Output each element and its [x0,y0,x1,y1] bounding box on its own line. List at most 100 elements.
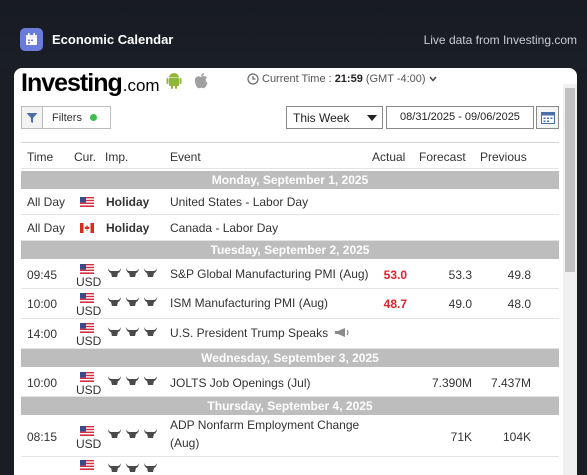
importance-bulls [107,267,158,278]
actual-value: 53.0 [383,268,407,282]
previous-value: 49.8 [507,268,531,282]
calendar-icon [20,28,43,51]
forecast-value: 7.390M [431,376,472,390]
bull-icon [144,268,157,277]
dropdown-arrow-icon [367,115,377,121]
event-name[interactable]: Canada - Labor Day [170,221,279,235]
bull-icon [108,327,121,336]
currency-code: USD [76,437,102,451]
event-time: All Day [27,195,66,209]
col-time[interactable]: Time [27,150,54,164]
actual-value: 48.7 [383,297,407,311]
event-name[interactable]: United States - Labor Day [170,195,309,209]
forecast-value: 49.0 [448,297,472,311]
live-data-attribution[interactable]: Live data from Investing.com [423,33,577,47]
currency-code: USD [76,275,102,289]
col-forecast[interactable]: Forecast [419,150,466,164]
economic-calendar-widget: Investing .com Current Time : 21:59 (GMT … [14,68,577,475]
investing-logo[interactable]: Investing .com [21,69,160,97]
current-time-label: Current Time : [262,73,332,85]
importance-bulls [107,375,158,386]
table-header-row: Time Cur. Imp. Event Actual Forecast Pre… [21,143,559,169]
current-time-bar[interactable]: Current Time : 21:59 (GMT -4:00) [247,73,437,85]
col-currency[interactable]: Cur. [74,150,97,164]
clock-icon [247,73,259,85]
scrollbar-thumb[interactable] [565,88,575,272]
bull-icon [144,429,157,438]
bull-icon [144,463,157,472]
date-range-field[interactable]: 08/31/2025 - 09/06/2025 [386,106,534,129]
importance-bulls [107,462,158,473]
bull-icon [144,327,157,336]
event-time: 14:00 [27,327,58,341]
us-flag-icon [80,197,94,207]
filters-label: Filters [52,111,82,124]
holiday-label: Holiday [106,195,150,209]
filters-button[interactable]: Filters [21,106,111,129]
holiday-label: Holiday [106,221,150,235]
bull-icon [144,297,157,306]
event-time: All Day [27,221,66,235]
table-row[interactable]: 09:45 USD S&P Global Manufacturing PMI (… [21,259,559,289]
table-row[interactable]: 10:00 USD ISM Manufacturing PMI (Aug) 48… [21,289,559,319]
filters-active-indicator [89,114,97,121]
event-name[interactable]: U.S. President Trump Speaks [170,326,329,340]
timezone-label: (GMT -4:00) [365,73,426,85]
forecast-value: 71K [450,430,472,444]
event-name[interactable]: JOLTS Job Openings (Jul) [170,376,311,390]
bull-icon [108,429,121,438]
day-header: Thursday, September 4, 2025 [21,397,559,415]
chevron-down-icon[interactable] [428,76,437,82]
event-name[interactable]: ADP Nonfarm Employment Change [170,418,360,432]
canada-flag-icon [80,223,94,233]
importance-bulls [107,296,158,307]
events-table: Time Cur. Imp. Event Actual Forecast Pre… [21,142,559,475]
importance-bulls [107,428,158,439]
col-event[interactable]: Event [170,150,201,164]
event-time: 08:15 [27,430,58,444]
table-row[interactable]: All Day Holiday Canada - Labor Day [21,215,559,241]
speech-megaphone-icon [335,328,349,337]
bull-icon [144,376,157,385]
calendar-icon [540,111,555,124]
table-row[interactable]: All Day Holiday United States - Labor Da… [21,189,559,215]
event-name[interactable]: ISM Manufacturing PMI (Aug) [170,296,329,310]
period-select[interactable]: This Week [286,106,383,129]
previous-value: 7.437M [490,376,531,390]
forecast-value: 53.3 [448,268,472,282]
vertical-scrollbar[interactable] [563,84,577,475]
col-previous[interactable]: Previous [480,150,527,164]
currency-code: USD [76,383,102,397]
currency-code: USD [76,334,102,348]
android-icon[interactable] [166,72,182,90]
bull-icon [126,268,139,277]
us-flag-icon [80,323,94,333]
day-header: Monday, September 1, 2025 [21,171,559,189]
bull-icon [126,327,139,336]
table-row[interactable]: 14:00 USD U.S. President Trump Speaks [21,319,559,349]
bull-icon [126,297,139,306]
importance-bulls [107,326,158,337]
apple-icon[interactable] [193,72,209,90]
event-name-continued[interactable]: (Aug) [170,436,200,450]
us-flag-icon [80,460,94,470]
day-header: Wednesday, September 3, 2025 [21,349,559,367]
table-row[interactable]: 10:00 USD JOLTS Job Openings (Jul) 7.390… [21,367,559,397]
us-flag-icon [80,264,94,274]
event-time: 09:45 [27,268,58,282]
col-actual[interactable]: Actual [372,150,406,164]
bull-icon [108,297,121,306]
table-row[interactable]: 08:15 USD ADP Nonfarm Employment Change … [21,415,559,457]
app-title: Economic Calendar [52,32,174,47]
col-importance[interactable]: Imp. [105,150,129,164]
table-row-partial[interactable] [21,457,559,475]
date-picker-button[interactable] [536,106,559,129]
bull-icon [126,463,139,472]
event-time: 10:00 [27,376,58,390]
previous-value: 48.0 [507,297,531,311]
currency-code: USD [76,304,102,318]
bull-icon [108,376,121,385]
app-header: Economic Calendar Live data from Investi… [0,0,587,68]
event-name[interactable]: S&P Global Manufacturing PMI (Aug) [170,267,369,281]
us-flag-icon [80,293,94,303]
